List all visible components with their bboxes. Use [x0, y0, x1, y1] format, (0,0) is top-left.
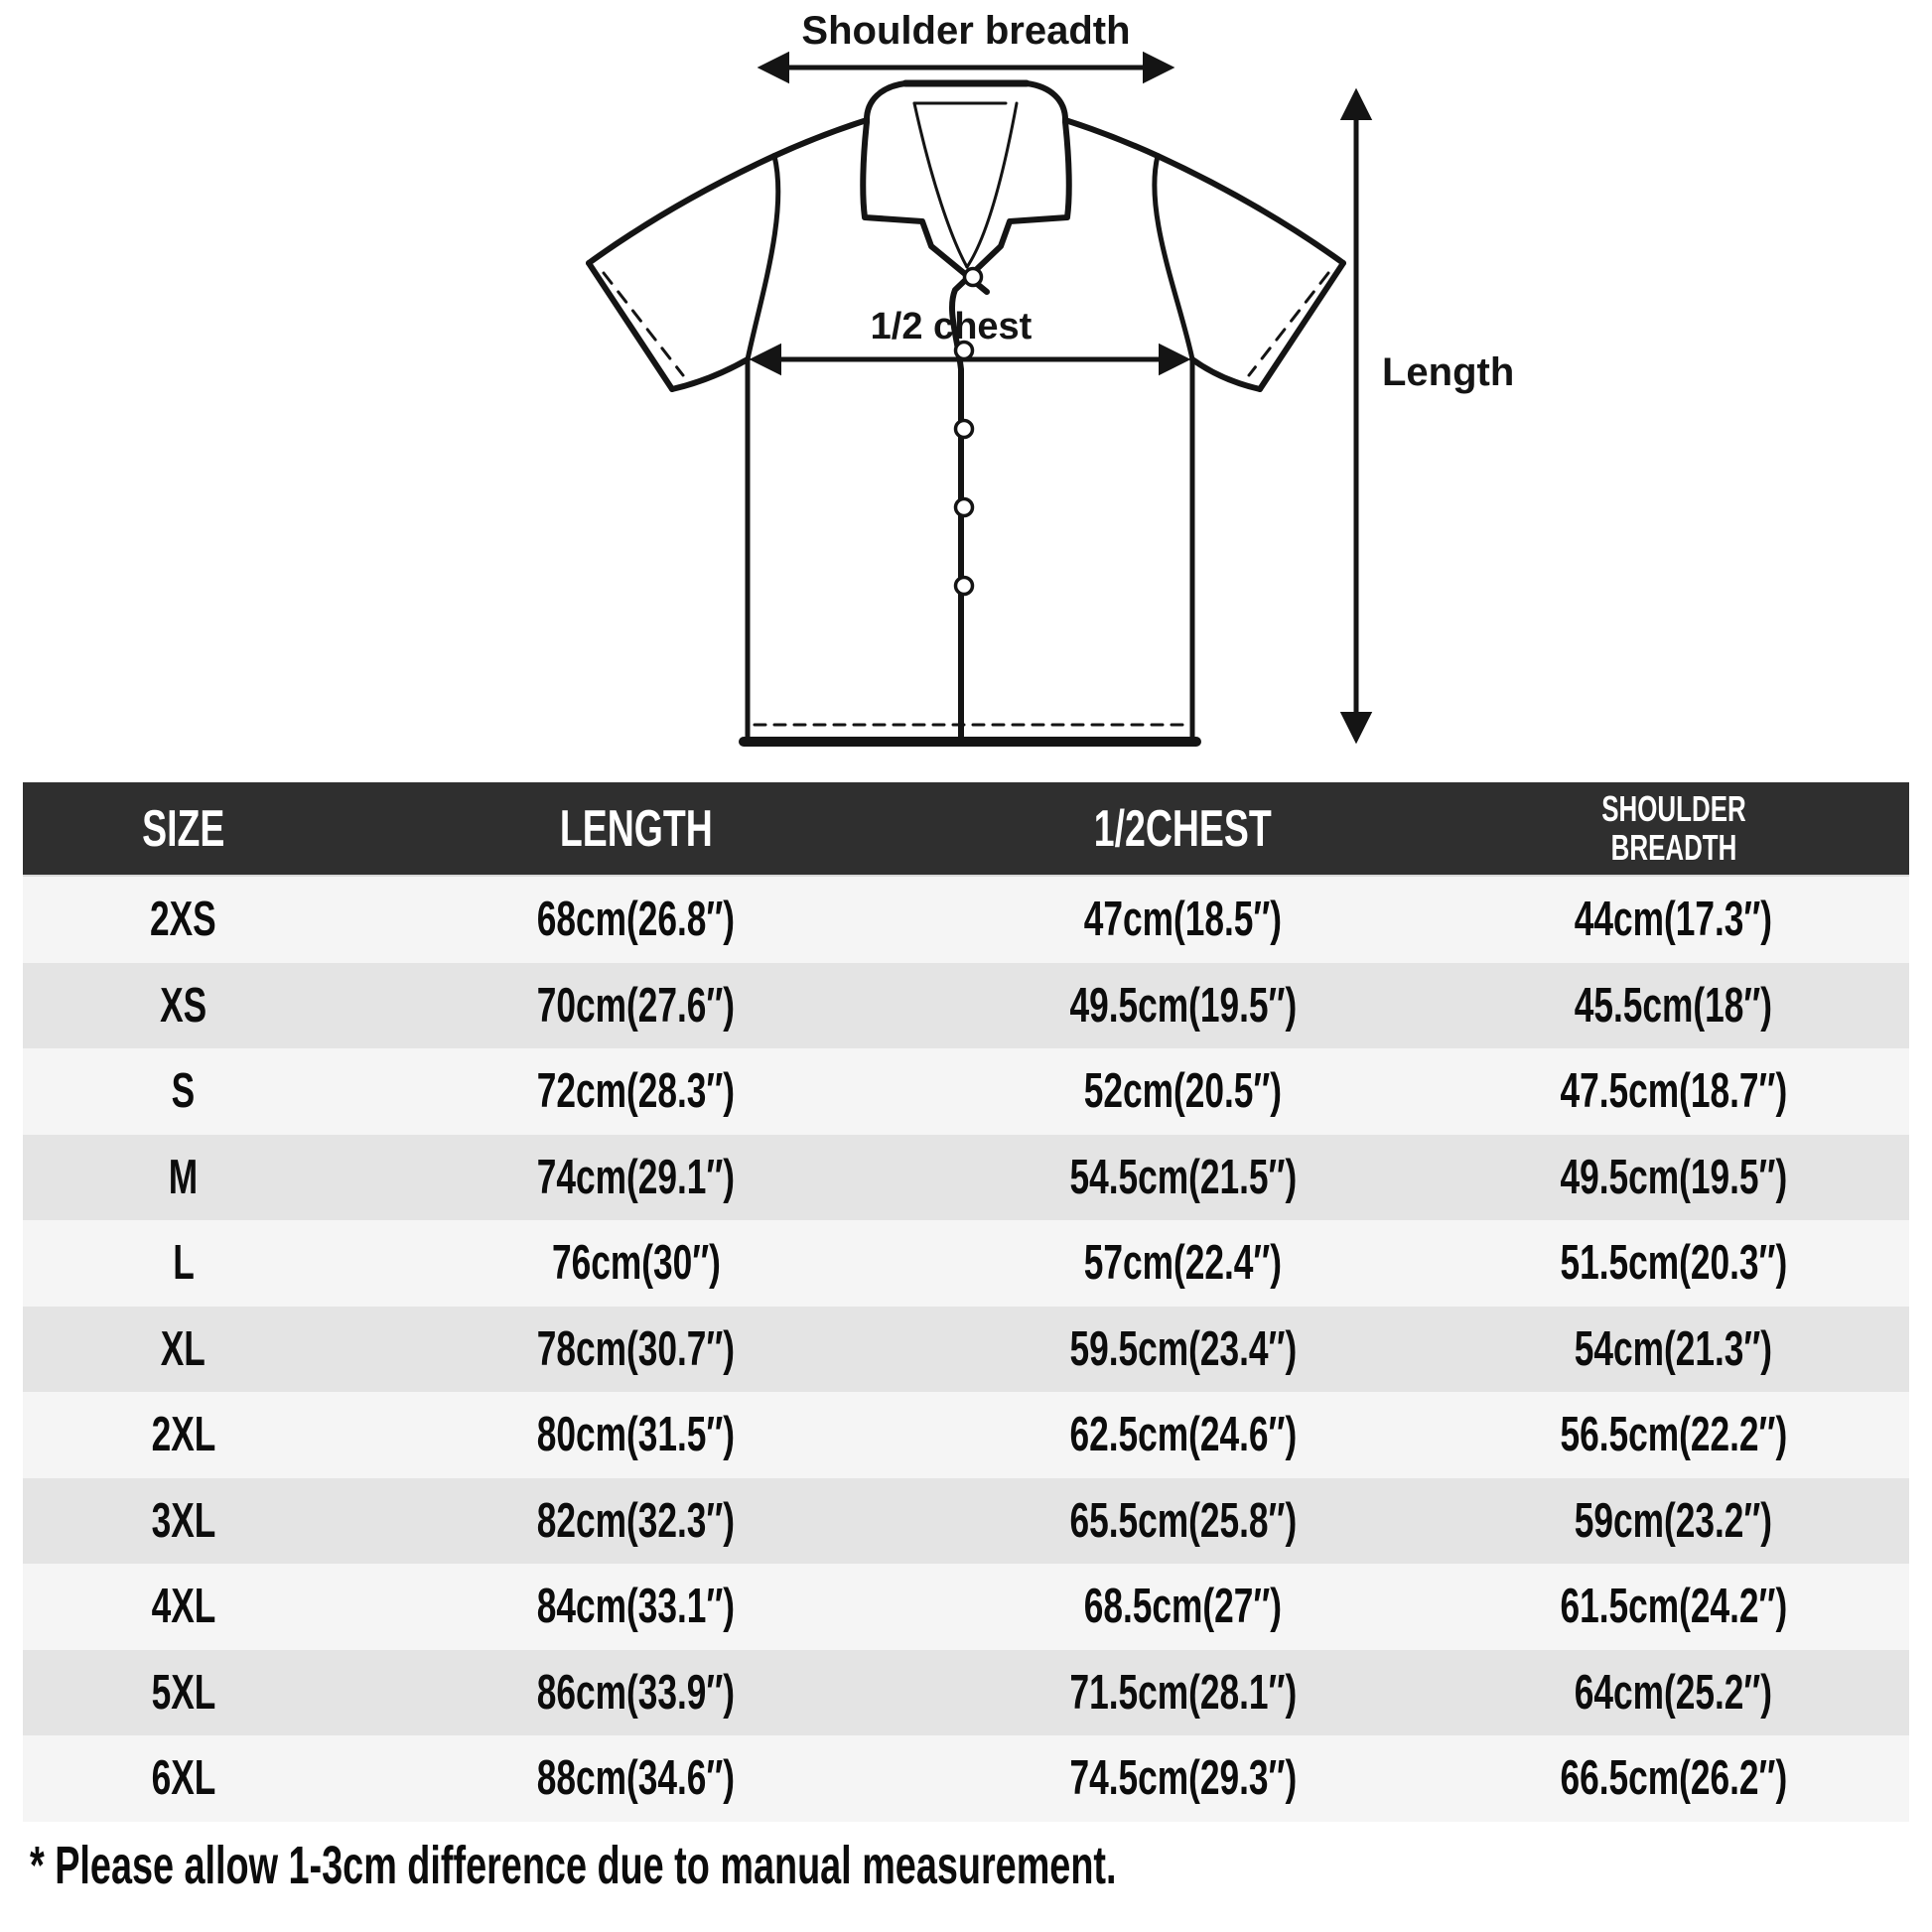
cell-length: 82cm(32.3″) [536, 1493, 736, 1548]
table-row: 6XL 88cm(34.6″) 74.5cm(29.3″) 66.5cm(26.… [23, 1735, 1909, 1822]
cell-shoulder-breadth: 56.5cm(22.2″) [1560, 1408, 1787, 1462]
cell-length: 80cm(31.5″) [536, 1408, 736, 1462]
sleeve-left-cuff [586, 260, 675, 392]
header-shoulder-breadth: SHOULDER BREADTH [1600, 787, 1746, 868]
cell-size: 5XL [151, 1665, 215, 1720]
button-icon [953, 418, 975, 440]
cell-half-chest: 74.5cm(29.3″) [1069, 1751, 1297, 1806]
cell-size: XL [160, 1321, 207, 1376]
sleeve-right-top [1155, 153, 1346, 266]
cell-half-chest: 59.5cm(23.4″) [1069, 1321, 1297, 1376]
cell-size: S [171, 1064, 196, 1119]
table-header-row: SIZE LENGTH 1/2CHEST SHOULDER BREADTH [23, 782, 1909, 877]
table-row: L 76cm(30″) 57cm(22.4″) 51.5cm(20.3″) [23, 1220, 1909, 1307]
sleeve-left-stitch [602, 271, 685, 377]
button-icon [953, 496, 975, 518]
shoulder-seam-left [771, 117, 870, 159]
cell-size: 2XL [151, 1408, 215, 1462]
cell-length: 76cm(30″) [551, 1236, 721, 1291]
cell-size: L [172, 1236, 195, 1291]
cell-shoulder-breadth: 54cm(21.3″) [1574, 1321, 1773, 1376]
table-row: 2XS 68cm(26.8″) 47cm(18.5″) 44cm(17.3″) [23, 877, 1909, 963]
cell-shoulder-breadth: 59cm(23.2″) [1574, 1493, 1773, 1548]
header-size: SIZE [141, 799, 225, 858]
cell-shoulder-breadth: 47.5cm(18.7″) [1560, 1064, 1787, 1119]
cell-shoulder-breadth: 45.5cm(18″) [1574, 978, 1773, 1033]
cell-half-chest: 65.5cm(25.8″) [1069, 1493, 1297, 1548]
lapel-inner-left [912, 101, 969, 269]
sleeve-right-stitch [1247, 271, 1330, 377]
size-chart-table: SIZE LENGTH 1/2CHEST SHOULDER BREADTH 2X… [23, 782, 1909, 1822]
cell-half-chest: 68.5cm(27″) [1083, 1580, 1283, 1634]
table-row: S 72cm(28.3″) 52cm(20.5″) 47.5cm(18.7″) [23, 1048, 1909, 1135]
button-icon [962, 266, 984, 288]
cell-shoulder-breadth: 44cm(17.3″) [1574, 893, 1773, 947]
shirt-outline [586, 79, 1346, 747]
armhole-left [745, 153, 781, 362]
cell-half-chest: 47cm(18.5″) [1083, 893, 1283, 947]
cell-length: 78cm(30.7″) [536, 1321, 736, 1376]
cell-length: 68cm(26.8″) [536, 893, 736, 947]
table-row: XL 78cm(30.7″) 59.5cm(23.4″) 54cm(21.3″) [23, 1306, 1909, 1392]
cell-size: XS [159, 978, 207, 1033]
shirt-measurement-diagram: Shoulder breadth Length 1/2 chest [0, 0, 1932, 782]
cell-size: 6XL [151, 1751, 215, 1806]
cell-size: 3XL [151, 1493, 215, 1548]
table-body: 2XS 68cm(26.8″) 47cm(18.5″) 44cm(17.3″) … [23, 877, 1909, 1822]
table-row: XS 70cm(27.6″) 49.5cm(19.5″) 45.5cm(18″) [23, 962, 1909, 1048]
cell-half-chest: 57cm(22.4″) [1083, 1236, 1283, 1291]
cell-length: 84cm(33.1″) [536, 1580, 736, 1634]
shirt-diagram-svg: Shoulder breadth Length 1/2 chest [586, 9, 1514, 747]
table-row: 2XL 80cm(31.5″) 62.5cm(24.6″) 56.5cm(22.… [23, 1392, 1909, 1478]
collar-left [860, 80, 990, 295]
cell-length: 70cm(27.6″) [536, 978, 736, 1033]
button-icon [953, 340, 975, 361]
cell-length: 86cm(33.9″) [536, 1665, 736, 1720]
sleeve-left-top [586, 153, 777, 266]
cell-half-chest: 52cm(20.5″) [1083, 1064, 1283, 1119]
cell-size: 4XL [151, 1580, 215, 1634]
collar-right-placket [949, 80, 1072, 742]
armhole-right [1152, 153, 1195, 362]
shoulder-seam-right [1062, 117, 1161, 159]
measurement-disclaimer: * Please allow 1-3cm difference due to m… [30, 1836, 1117, 1895]
cell-shoulder-breadth: 66.5cm(26.2″) [1560, 1751, 1787, 1806]
cell-length: 74cm(29.1″) [536, 1150, 736, 1204]
cell-half-chest: 54.5cm(21.5″) [1069, 1150, 1297, 1204]
cell-shoulder-breadth: 61.5cm(24.2″) [1560, 1580, 1787, 1634]
lapel-inner-right [965, 101, 1019, 269]
cell-size: M [168, 1150, 199, 1204]
cell-shoulder-breadth: 49.5cm(19.5″) [1560, 1150, 1787, 1204]
cell-shoulder-breadth: 51.5cm(20.3″) [1560, 1236, 1787, 1291]
table-row: 3XL 82cm(32.3″) 65.5cm(25.8″) 59cm(23.2″… [23, 1477, 1909, 1564]
cell-length: 72cm(28.3″) [536, 1064, 736, 1119]
length-label: Length [1382, 350, 1514, 394]
header-length: LENGTH [559, 799, 713, 858]
header-half-chest: 1/2CHEST [1094, 799, 1272, 858]
cell-length: 88cm(34.6″) [536, 1751, 736, 1806]
cell-half-chest: 49.5cm(19.5″) [1069, 978, 1297, 1033]
cell-size: 2XS [150, 893, 216, 947]
buttons [953, 266, 984, 597]
cell-half-chest: 71.5cm(28.1″) [1069, 1665, 1297, 1720]
table-row: 4XL 84cm(33.1″) 68.5cm(27″) 61.5cm(24.2″… [23, 1564, 1909, 1650]
cell-shoulder-breadth: 64cm(25.2″) [1574, 1665, 1773, 1720]
sleeve-right-cuff [1257, 260, 1346, 392]
sleeve-left-under [669, 356, 751, 392]
shoulder-breadth-label: Shoulder breadth [801, 9, 1130, 53]
table-row: 5XL 86cm(33.9″) 71.5cm(28.1″) 64cm(25.2″… [23, 1649, 1909, 1735]
table-row: M 74cm(29.1″) 54.5cm(21.5″) 49.5cm(19.5″… [23, 1134, 1909, 1220]
cell-half-chest: 62.5cm(24.6″) [1069, 1408, 1297, 1462]
sleeve-right-under [1189, 356, 1263, 392]
button-icon [953, 575, 975, 597]
